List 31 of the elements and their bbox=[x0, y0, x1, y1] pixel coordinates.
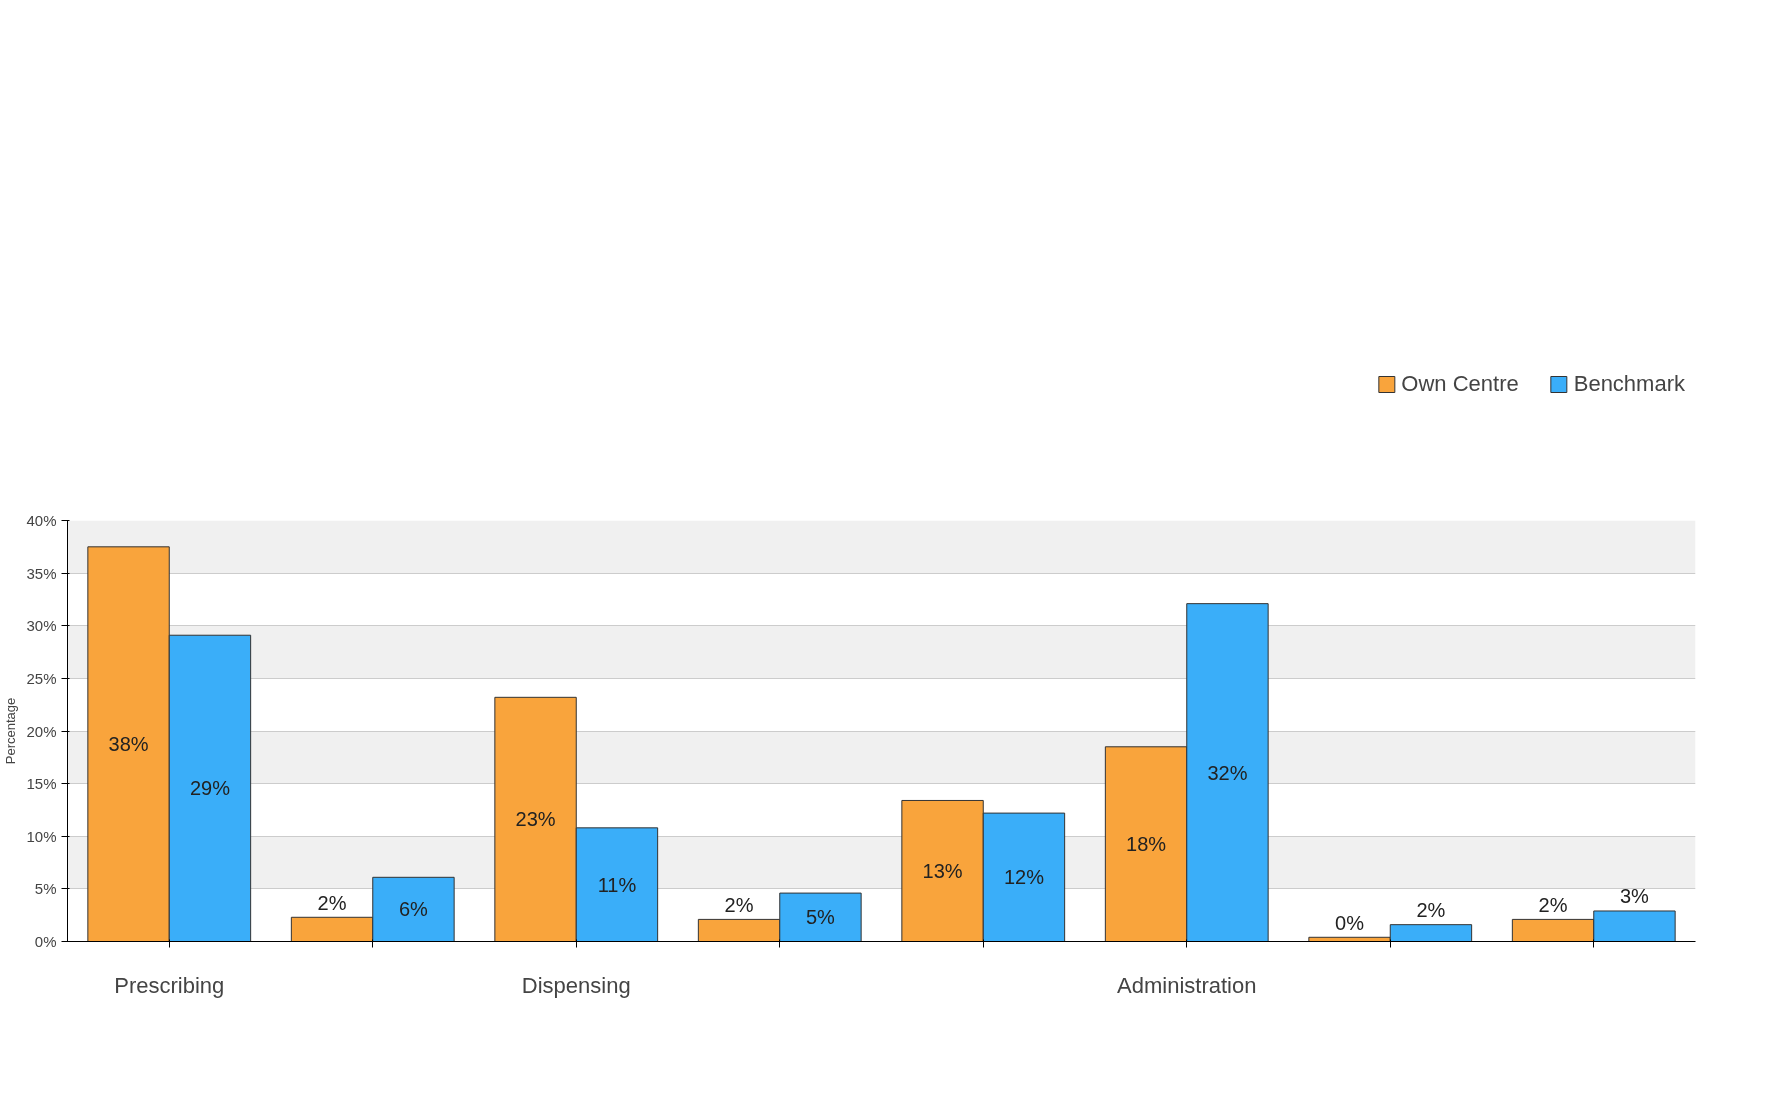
data-label: 23% bbox=[515, 808, 556, 831]
data-label: 2% bbox=[1416, 898, 1446, 921]
legend-label: Benchmark bbox=[1573, 370, 1685, 397]
y-tick-label: 15% bbox=[26, 775, 57, 793]
x-tick-label: Administration bbox=[1117, 972, 1257, 998]
data-label: 13% bbox=[922, 859, 963, 882]
data-label: 18% bbox=[1126, 833, 1167, 856]
y-tick-label: 30% bbox=[26, 617, 57, 635]
y-tick-label: 10% bbox=[26, 827, 57, 845]
y-tick-label: 5% bbox=[34, 880, 57, 898]
x-tick-label: Prescribing bbox=[114, 972, 225, 998]
y-tick-label: 40% bbox=[26, 512, 57, 529]
data-label: 32% bbox=[1207, 761, 1248, 784]
data-label: 11% bbox=[597, 873, 637, 896]
legend-label: Own Centre bbox=[1401, 370, 1519, 397]
data-label: 12% bbox=[1003, 866, 1045, 889]
data-label: 0% bbox=[1335, 911, 1365, 934]
data-label: 38% bbox=[108, 733, 149, 756]
data-label: 2% bbox=[1538, 893, 1568, 916]
y-tick-label: 35% bbox=[26, 564, 57, 582]
data-label: 3% bbox=[1620, 885, 1650, 908]
x-tick-label: Dispensing bbox=[521, 972, 631, 998]
y-tick-label: 25% bbox=[26, 669, 57, 687]
y-tick-label: 0% bbox=[34, 933, 57, 950]
data-label: 29% bbox=[189, 777, 231, 800]
data-label: 2% bbox=[317, 891, 347, 914]
y-tick-label: 20% bbox=[26, 722, 57, 740]
data-label: 5% bbox=[806, 906, 836, 929]
data-label: 6% bbox=[399, 898, 429, 921]
data-label: 2% bbox=[724, 893, 754, 916]
y-axis-title: Percentage bbox=[3, 697, 19, 765]
